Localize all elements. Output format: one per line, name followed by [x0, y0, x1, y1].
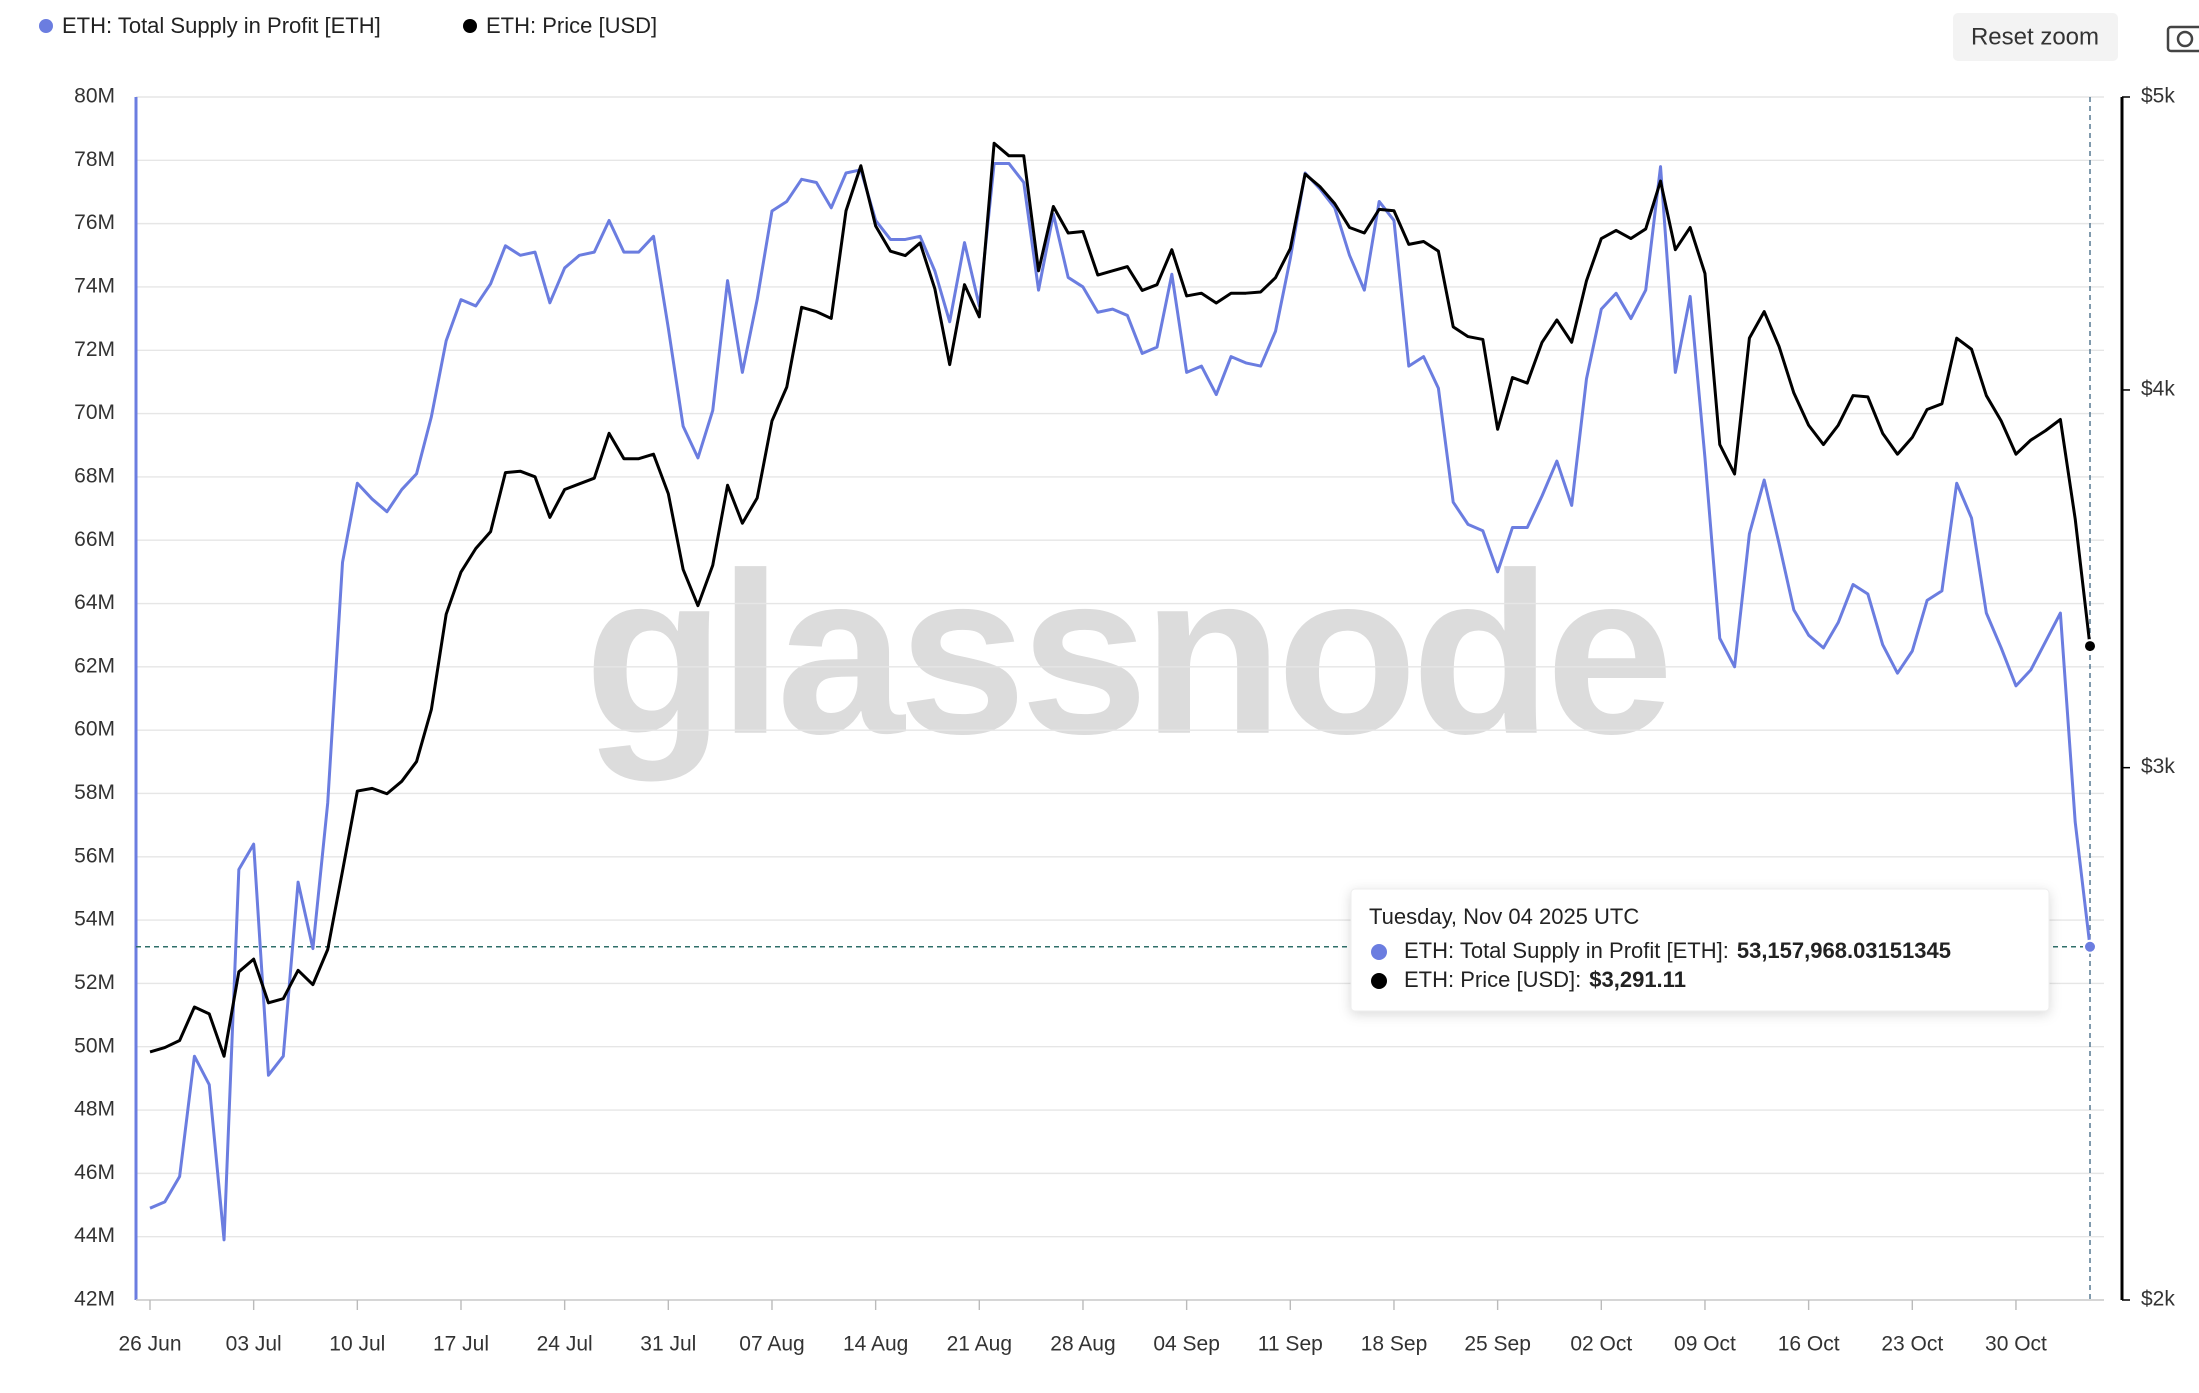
- y-tick-label: 54M: [74, 908, 115, 931]
- watermark: glassnode: [584, 525, 1668, 782]
- x-tick-label: 07 Aug: [739, 1333, 804, 1356]
- y-tick-label: 70M: [74, 401, 115, 424]
- y-tick-label: 80M: [74, 85, 115, 108]
- tooltip-box: [1350, 888, 2050, 1012]
- reset-zoom-bg[interactable]: [1953, 13, 2118, 61]
- y-tick-label: 58M: [74, 781, 115, 804]
- y-tick-label: 44M: [74, 1224, 115, 1247]
- tooltip-separator: :: [1723, 938, 1729, 963]
- camera-lens[interactable]: [2176, 30, 2194, 48]
- x-tick-label: 17 Jul: [433, 1333, 489, 1356]
- camera-icon[interactable]: [2166, 25, 2199, 53]
- x-tick-label: 21 Aug: [947, 1333, 1012, 1356]
- y-tick-label: 46M: [74, 1161, 115, 1184]
- x-tick-label: 26 Jun: [118, 1333, 181, 1356]
- y2-tick-label: $5k: [2141, 85, 2175, 108]
- tooltip-marker: [1371, 973, 1387, 989]
- series-line: [149, 161, 2092, 1242]
- x-tick-label: 11 Sep: [1258, 1333, 1323, 1356]
- reset-zoom-label[interactable]: Reset zoom: [1971, 23, 2099, 50]
- y-tick-label: 68M: [74, 464, 115, 487]
- tooltip-value: $3,291.11: [1589, 967, 1686, 992]
- y2-tick-label: $4k: [2141, 378, 2175, 401]
- y-tick-label: 64M: [74, 591, 115, 614]
- tooltip: Tuesday, Nov 04 2025 UTC ETH: Total Suppl…: [1350, 888, 2050, 1012]
- reset-zoom-button[interactable]: Reset zoom: [1953, 13, 2118, 61]
- tooltip-title: Tuesday, Nov 04 2025 UTC: [1369, 904, 1639, 929]
- x-tick-label: 10 Jul: [329, 1333, 385, 1356]
- y-tick-label: 52M: [74, 971, 115, 994]
- legend-label: ETH: Total Supply in Profit [ETH]: [62, 13, 381, 38]
- hover-marker: [2083, 939, 2097, 954]
- y-tick-label: 62M: [74, 654, 115, 677]
- y-tick-label: 72M: [74, 338, 115, 361]
- camera-body[interactable]: [2166, 25, 2199, 53]
- y2-tick-label: $3k: [2141, 755, 2175, 778]
- y-tick-label: 56M: [74, 844, 115, 867]
- x-tick-label: 28 Aug: [1050, 1333, 1115, 1356]
- legend-label: ETH: Price [USD]: [486, 13, 657, 38]
- x-tick-label: 03 Jul: [226, 1333, 282, 1356]
- series-line: [149, 141, 2092, 1058]
- x-tick-label: 04 Sep: [1153, 1333, 1220, 1356]
- legend-marker: [463, 19, 477, 33]
- y-tick-label: 74M: [74, 274, 115, 297]
- tooltip-row: ETH: Price [USD]: $3,291.11: [1404, 967, 1686, 992]
- tooltip-separator: :: [1575, 967, 1581, 992]
- tooltip-row: ETH: Total Supply in Profit [ETH]: 53,157…: [1404, 938, 1951, 963]
- legend-marker: [39, 19, 53, 33]
- tooltip-series-name: ETH: Price [USD]: [1404, 967, 1575, 992]
- x-tick-label: 16 Oct: [1778, 1333, 1840, 1356]
- y-tick-label: 48M: [74, 1098, 115, 1121]
- y-tick-label: 66M: [74, 528, 115, 551]
- x-tick-label: 18 Sep: [1361, 1333, 1428, 1356]
- tooltip-value: 53,157,968.03151345: [1737, 938, 1951, 963]
- x-tick-label: 02 Oct: [1570, 1333, 1632, 1356]
- y-tick-label: 78M: [74, 148, 115, 171]
- y-tick-label: 60M: [74, 718, 115, 741]
- x-tick-label: 14 Aug: [843, 1333, 908, 1356]
- tooltip-series-name: ETH: Total Supply in Profit [ETH]: [1404, 938, 1723, 963]
- tooltip-marker: [1371, 944, 1387, 960]
- hover-marker: [2083, 639, 2097, 654]
- y-tick-label: 42M: [74, 1288, 115, 1311]
- y-tick-label: 50M: [74, 1034, 115, 1057]
- x-tick-label: 30 Oct: [1985, 1333, 2047, 1356]
- y-tick-label: 76M: [74, 211, 115, 234]
- x-tick-label: 23 Oct: [1881, 1333, 1943, 1356]
- x-tick-label: 31 Jul: [640, 1333, 696, 1356]
- y2-tick-label: $2k: [2141, 1288, 2175, 1311]
- x-tick-label: 25 Sep: [1464, 1333, 1531, 1356]
- x-tick-label: 09 Oct: [1674, 1333, 1736, 1356]
- x-tick-label: 24 Jul: [537, 1333, 593, 1356]
